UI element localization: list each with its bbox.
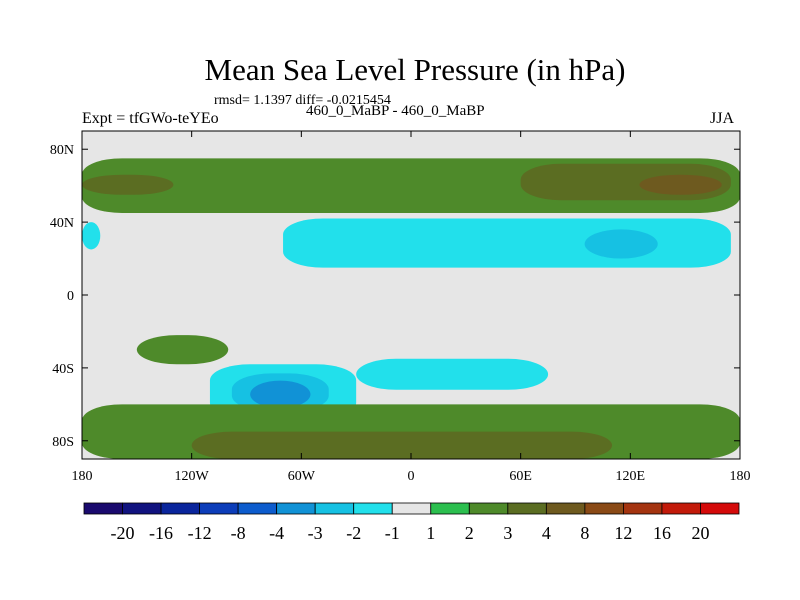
colorbar-box	[237, 502, 278, 515]
x-tick-label: 120W	[175, 469, 210, 484]
x-tick-label: 180	[730, 469, 751, 484]
colorbar-label: 3	[503, 523, 512, 543]
colorbar-label: -8	[231, 523, 246, 543]
y-tick-label: 80N	[50, 143, 74, 158]
colorbar-label: -16	[149, 523, 173, 543]
colorbar-box	[276, 502, 316, 515]
y-tick-label: 40N	[50, 216, 74, 231]
colorbar-box	[661, 502, 701, 515]
colorbar-label: 20	[691, 523, 709, 543]
anomaly-region	[283, 218, 731, 268]
colorbar-box	[83, 502, 123, 515]
colorbar-label: -3	[308, 523, 323, 543]
x-tick-label: 60W	[288, 469, 316, 484]
anomaly-region	[584, 229, 658, 259]
colorbar-label: 4	[542, 523, 551, 543]
colorbar-box	[391, 502, 432, 515]
colorbar-label: -2	[346, 523, 361, 543]
colorbar-label: -20	[111, 523, 135, 543]
anomaly-region	[82, 222, 101, 250]
colorbar-box	[584, 502, 624, 515]
x-tick-label: 0	[408, 469, 415, 484]
colorbar-label: -4	[269, 523, 284, 543]
colorbar-box	[545, 502, 586, 515]
anomaly-region	[250, 380, 311, 408]
anomaly-region	[82, 174, 174, 195]
x-tick-label: 180	[72, 469, 93, 484]
colorbar-box	[468, 502, 509, 515]
y-tick-label: 40S	[52, 362, 74, 377]
chart-title: Mean Sea Level Pressure (in hPa)	[204, 52, 626, 87]
x-tick-label: 60E	[509, 469, 532, 484]
colorbar-label: 1	[426, 523, 435, 543]
colorbar-label: -12	[188, 523, 212, 543]
anomaly-region	[639, 174, 722, 195]
colorbar-box	[430, 502, 470, 515]
anomaly-region	[191, 431, 613, 459]
colorbar-box	[314, 502, 355, 515]
colorbar-box	[507, 502, 547, 515]
colorbar-label: 16	[653, 523, 671, 543]
y-tick-label: 0	[67, 289, 74, 304]
comparison-text: 460_0_MaBP - 460_0_MaBP	[306, 103, 485, 119]
season-label: JJA	[710, 110, 735, 127]
colorbar-box	[160, 502, 200, 515]
colorbar-box	[122, 502, 162, 515]
colorbar-label: -1	[385, 523, 400, 543]
colorbar-box	[199, 502, 239, 515]
y-tick-label: 80S	[52, 435, 74, 450]
colorbar-box	[700, 502, 740, 515]
anomaly-region	[136, 335, 229, 365]
experiment-text: Expt = tfGWo-teYEo	[82, 110, 219, 127]
x-tick-label: 120E	[616, 469, 646, 484]
colorbar-label: 12	[614, 523, 632, 543]
colorbar-box	[353, 502, 393, 515]
colorbar-box	[623, 502, 663, 515]
colorbar-label: 8	[580, 523, 589, 543]
anomaly-region	[356, 358, 549, 390]
stats-text: rmsd= 1.1397 diff= -0.0215454	[214, 93, 391, 108]
colorbar-label: 2	[465, 523, 474, 543]
